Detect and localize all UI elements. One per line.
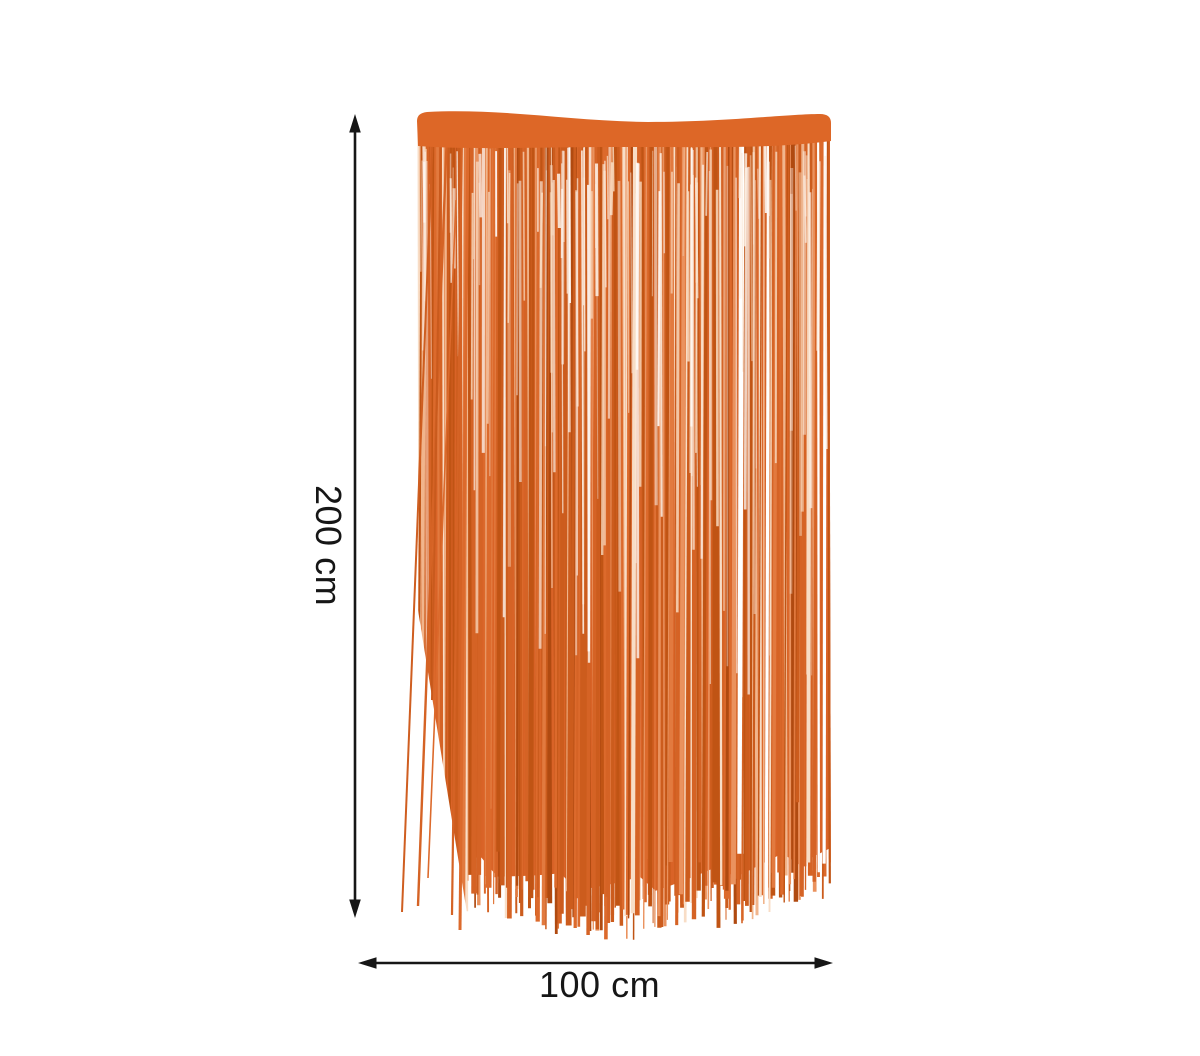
width-dimension-label: 100 cm [539, 964, 661, 1005]
arrow-down-icon [349, 899, 361, 918]
arrow-up-icon [349, 114, 361, 133]
height-dimension-arrow [349, 114, 361, 918]
width-dimension-arrow [358, 957, 833, 969]
arrow-right-icon [814, 957, 833, 969]
height-dimension-label: 200 cm [308, 485, 349, 607]
arrow-left-icon [358, 957, 377, 969]
